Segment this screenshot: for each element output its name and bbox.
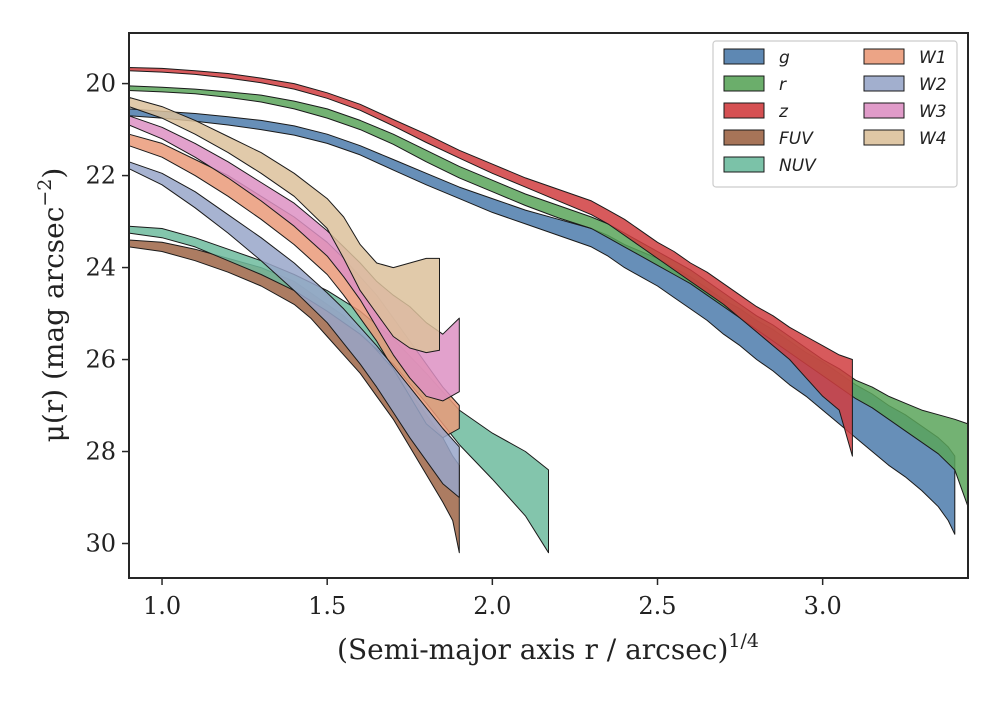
series-band-w4 — [128, 96, 440, 354]
legend-label-w3: W3 — [919, 102, 947, 122]
legend-label-g: g — [779, 48, 790, 68]
y-tick-label: 26 — [85, 346, 116, 374]
x-tick-label: 1.0 — [143, 592, 181, 620]
x-tick-label: 2.0 — [473, 592, 511, 620]
legend-label-w1: W1 — [919, 48, 947, 68]
y-tick-label: 30 — [85, 530, 116, 558]
legend-label-nuv: NUV — [779, 156, 817, 176]
legend-swatch-w1 — [863, 48, 905, 65]
x-tick-label: 1.5 — [308, 592, 346, 620]
x-tick-label: 2.5 — [638, 592, 676, 620]
x-axis-label-superscript: 1/4 — [728, 630, 759, 652]
x-tick-label: 3.0 — [804, 592, 842, 620]
legend-label-r: r — [779, 75, 787, 95]
y-axis-label: μ(r) (mag arcsec−2) — [34, 168, 70, 443]
legend-swatch-r — [723, 75, 765, 92]
series-bands — [128, 67, 969, 554]
plot-frame — [128, 32, 969, 579]
series-band-z — [128, 67, 853, 457]
legend-label-w4: W4 — [919, 129, 947, 149]
x-axis-label: (Semi-major axis r / arcsec)1/4 — [337, 630, 759, 666]
y-tick-label: 28 — [85, 438, 116, 466]
legend-swatch-g — [723, 48, 765, 65]
legend: grz FUV NUV W1 W2 W3 W4 — [712, 40, 958, 188]
y-axis-label-suffix: ) — [37, 168, 70, 179]
x-axis-ticks: 1.0 1.5 2.0 2.5 3.0 — [143, 578, 842, 620]
x-axis-label-text: (Semi-major axis r / arcsec) — [337, 633, 728, 666]
legend-swatch-nuv — [723, 156, 765, 173]
y-axis-label-text: μ(r) (mag arcsec — [37, 207, 70, 443]
legend-swatch-w2 — [863, 75, 905, 92]
y-axis-label-superscript: −2 — [34, 179, 56, 207]
y-tick-label: 24 — [85, 254, 116, 282]
legend-swatch-z — [723, 102, 765, 119]
series-band-w3 — [128, 115, 460, 402]
legend-label-w2: W2 — [919, 75, 947, 95]
series-band-w2 — [128, 161, 460, 498]
legend-swatch-w4 — [863, 129, 905, 146]
legend-label-fuv: FUV — [779, 129, 814, 149]
legend-label-z: z — [778, 102, 789, 122]
y-axis-ticks: 20 22 24 26 28 30 — [85, 70, 129, 558]
series-band-g — [128, 108, 956, 535]
legend-swatch-w3 — [863, 102, 905, 119]
y-tick-label: 20 — [85, 70, 116, 98]
legend-swatch-fuv — [723, 129, 765, 146]
y-tick-label: 22 — [85, 162, 116, 190]
